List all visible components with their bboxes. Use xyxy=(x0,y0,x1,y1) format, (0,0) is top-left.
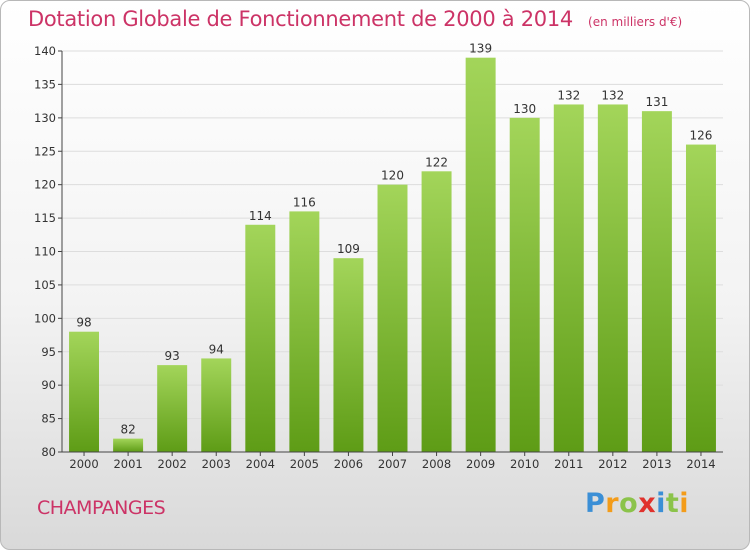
bar-value-label: 93 xyxy=(165,349,180,363)
logo-letter: P xyxy=(585,488,606,519)
y-tick-label: 95 xyxy=(41,345,56,359)
bar-value-label: 94 xyxy=(209,342,224,356)
bar-value-label: 132 xyxy=(557,88,580,102)
bar xyxy=(509,117,540,452)
x-tick-label: 2000 xyxy=(69,457,98,471)
logo-letter: o xyxy=(619,488,639,519)
bar-value-label: 131 xyxy=(645,95,668,109)
bar xyxy=(641,111,672,453)
logo-letter: x xyxy=(638,488,657,519)
y-tick-label: 80 xyxy=(41,445,56,459)
x-tick-label: 2002 xyxy=(158,457,187,471)
x-tick-label: 2011 xyxy=(554,457,583,471)
x-tick-label: 2010 xyxy=(510,457,539,471)
bar-value-label: 139 xyxy=(469,42,492,56)
y-tick-label: 90 xyxy=(41,378,56,392)
bar-value-label: 82 xyxy=(120,423,135,437)
y-tick-label: 100 xyxy=(34,311,56,325)
x-tick-label: 2012 xyxy=(598,457,627,471)
y-tick-label: 140 xyxy=(34,44,56,58)
bar xyxy=(157,365,188,452)
logo-letter: r xyxy=(605,488,620,519)
y-tick-label: 120 xyxy=(34,178,56,192)
x-axis: 2000 2001 2002 2003 2004 2005 2006 2007 2008 2009… xyxy=(62,451,723,471)
bar xyxy=(597,104,628,452)
proxiti-logo: Proxiti xyxy=(585,488,689,519)
bar-value-label: 122 xyxy=(425,155,448,169)
y-tick-label: 135 xyxy=(34,77,56,91)
x-tick-label: 2013 xyxy=(642,457,671,471)
y-tick-label: 110 xyxy=(34,245,56,259)
bar xyxy=(113,438,144,452)
bar xyxy=(377,184,408,452)
x-tick-label: 2008 xyxy=(422,457,451,471)
logo-letter: t xyxy=(665,488,680,519)
bar xyxy=(465,57,496,452)
bar xyxy=(333,258,364,452)
y-axis: 80 85 90 95 100 105 110 115 120 125 130 135 140 xyxy=(34,44,63,459)
bar-value-label: 114 xyxy=(249,209,272,223)
x-tick-label: 2003 xyxy=(202,457,231,471)
y-tick-label: 85 xyxy=(41,412,56,426)
bar xyxy=(69,331,100,452)
x-tick-label: 2014 xyxy=(686,457,715,471)
bar xyxy=(201,358,232,452)
commune-name: CHAMPANGES xyxy=(37,497,166,519)
x-tick-label: 2004 xyxy=(246,457,275,471)
bar-value-label: 120 xyxy=(381,169,404,183)
bar xyxy=(685,144,716,453)
bar-value-label: 109 xyxy=(337,242,360,256)
bar-value-label: 116 xyxy=(293,195,316,209)
bar xyxy=(245,224,276,452)
x-tick-label: 2001 xyxy=(113,457,142,471)
bar-value-label: 130 xyxy=(513,102,536,116)
bars: 98 82 93 94 114 116 109 120 122 139 130 132 132 131 12… xyxy=(69,42,716,453)
y-tick-label: 105 xyxy=(34,278,56,292)
chart-subtitle: (en milliers d'€) xyxy=(588,15,683,29)
bar-value-label: 132 xyxy=(601,88,624,102)
bar-value-label: 126 xyxy=(690,129,713,143)
logo-letter: i xyxy=(679,488,690,519)
bar xyxy=(289,211,320,452)
x-tick-label: 2007 xyxy=(378,457,407,471)
y-tick-label: 130 xyxy=(34,111,56,125)
title-row: Dotation Globale de Fonctionnement de 20… xyxy=(28,7,682,31)
logo-letter: i xyxy=(656,488,666,519)
y-tick-label: 115 xyxy=(34,211,56,225)
x-tick-label: 2009 xyxy=(466,457,495,471)
x-tick-label: 2005 xyxy=(290,457,319,471)
bar-value-label: 98 xyxy=(76,316,91,330)
chart-title: Dotation Globale de Fonctionnement de 20… xyxy=(28,7,573,31)
bar xyxy=(421,171,452,453)
bar xyxy=(553,104,584,452)
y-tick-label: 125 xyxy=(34,144,56,158)
x-tick-label: 2006 xyxy=(334,457,363,471)
